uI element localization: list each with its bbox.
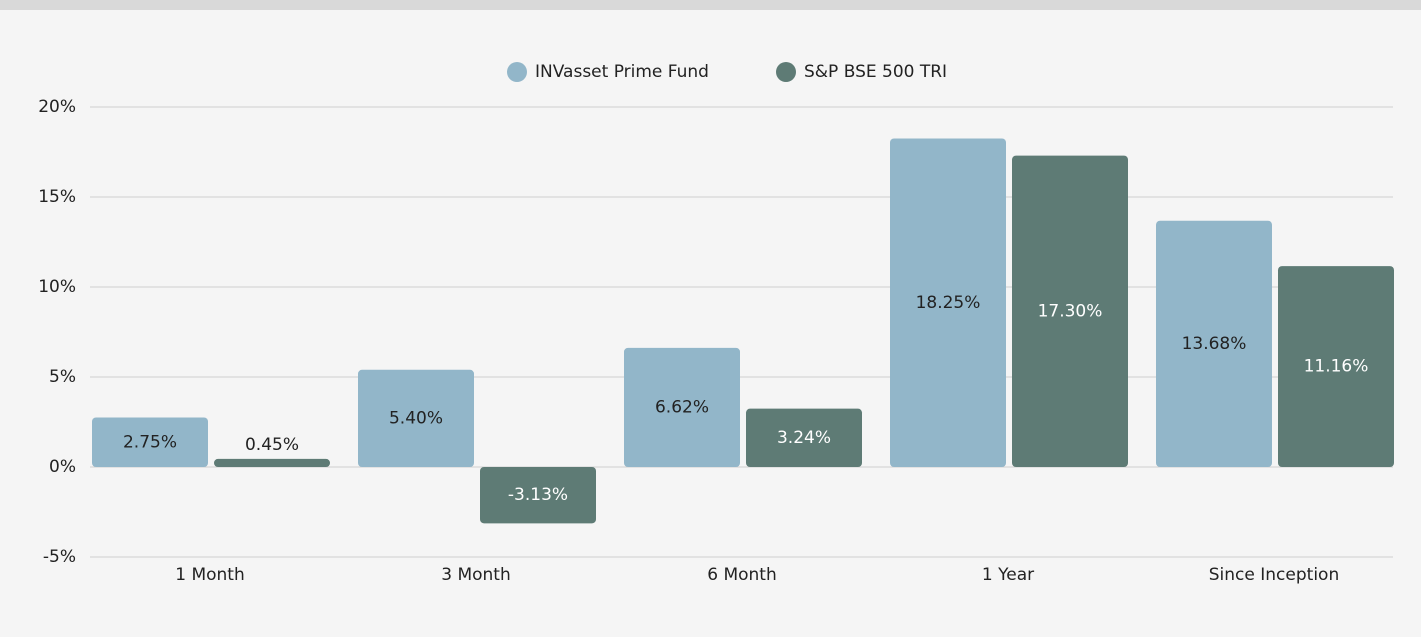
top-bar	[0, 0, 1421, 10]
y-tick-label: 20%	[38, 97, 76, 117]
bar	[890, 138, 1006, 467]
value-label: 3.24%	[777, 428, 831, 448]
bar	[358, 369, 474, 467]
y-tick-label: 15%	[38, 187, 76, 207]
value-label: 11.16%	[1304, 357, 1369, 377]
bar	[214, 458, 330, 467]
x-tick-label: 1 Month	[175, 565, 245, 585]
value-label: 17.30%	[1038, 301, 1103, 321]
y-tick-label: 5%	[49, 367, 76, 387]
legend-label: S&P BSE 500 TRI	[804, 62, 947, 82]
value-label: 6.62%	[655, 397, 709, 417]
x-tick-label: 3 Month	[441, 565, 511, 585]
bar	[1156, 220, 1272, 467]
bar	[480, 467, 596, 524]
bar	[1012, 155, 1128, 467]
value-label: 2.75%	[123, 432, 177, 452]
legend-swatch	[776, 62, 796, 82]
y-tick-label: 0%	[49, 457, 76, 477]
bar	[746, 408, 862, 467]
y-tick-label: 10%	[38, 277, 76, 297]
value-label: -3.13%	[508, 485, 568, 505]
bar	[624, 347, 740, 467]
value-label: 5.40%	[389, 408, 443, 428]
legend-swatch	[507, 62, 527, 82]
value-label: 0.45%	[245, 435, 299, 455]
x-tick-label: 6 Month	[707, 565, 777, 585]
value-label: 18.25%	[916, 293, 981, 313]
bar	[92, 417, 208, 467]
legend-label: INVasset Prime Fund	[535, 62, 709, 82]
value-label: 13.68%	[1182, 334, 1247, 354]
x-tick-label: 1 Year	[982, 565, 1034, 585]
y-tick-label: -5%	[43, 547, 76, 567]
bar	[1278, 266, 1394, 467]
x-tick-label: Since Inception	[1209, 565, 1339, 585]
